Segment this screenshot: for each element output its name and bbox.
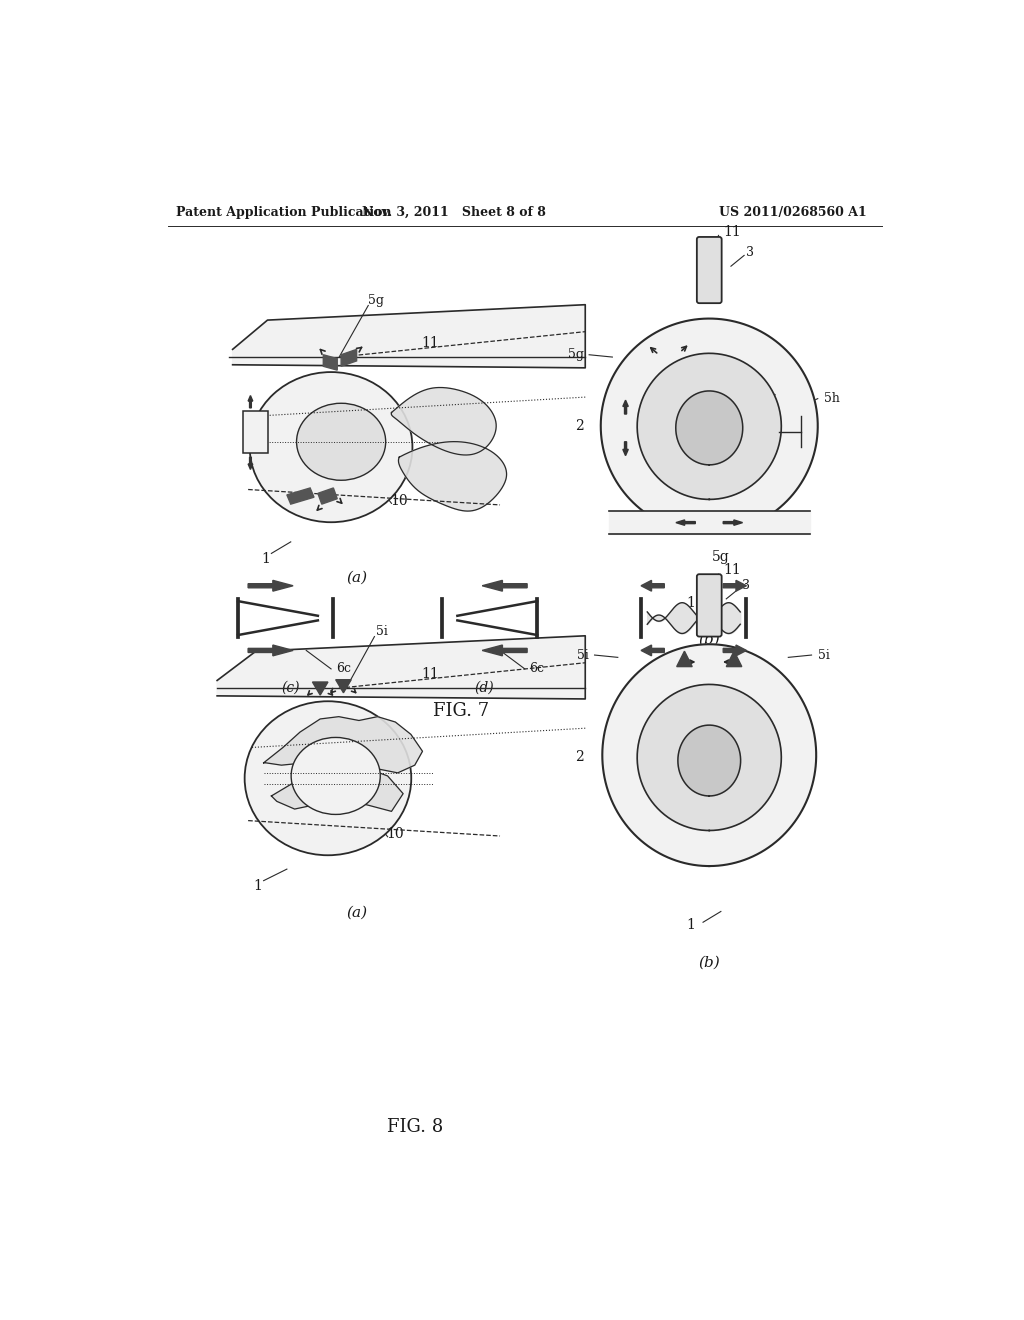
Polygon shape xyxy=(341,350,356,367)
Polygon shape xyxy=(391,388,497,455)
Text: 1: 1 xyxy=(686,597,695,610)
Text: 10: 10 xyxy=(387,828,404,841)
Ellipse shape xyxy=(297,404,386,480)
Text: (b): (b) xyxy=(698,956,720,970)
Text: (b): (b) xyxy=(698,632,720,647)
FancyArrow shape xyxy=(248,396,253,408)
Text: 3: 3 xyxy=(741,579,750,593)
Ellipse shape xyxy=(250,372,413,523)
Text: 5g: 5g xyxy=(567,348,584,362)
Polygon shape xyxy=(676,391,742,465)
FancyArrow shape xyxy=(723,645,746,656)
Polygon shape xyxy=(217,636,586,700)
Text: 6c: 6c xyxy=(529,663,545,676)
FancyArrow shape xyxy=(623,400,629,414)
FancyArrow shape xyxy=(482,645,527,656)
FancyArrow shape xyxy=(248,645,293,656)
Polygon shape xyxy=(637,354,781,499)
Text: 11: 11 xyxy=(421,337,439,350)
Ellipse shape xyxy=(291,738,380,814)
Ellipse shape xyxy=(245,701,412,855)
FancyArrow shape xyxy=(641,581,665,591)
Text: 11: 11 xyxy=(723,224,741,239)
Text: 5i: 5i xyxy=(578,648,589,661)
FancyArrow shape xyxy=(482,581,527,591)
Polygon shape xyxy=(232,305,586,368)
FancyArrow shape xyxy=(723,520,742,525)
FancyArrow shape xyxy=(248,581,293,591)
FancyBboxPatch shape xyxy=(697,574,722,636)
FancyArrow shape xyxy=(723,581,746,591)
Text: (c): (c) xyxy=(282,680,300,694)
Polygon shape xyxy=(608,511,810,535)
Text: 5g: 5g xyxy=(368,294,384,308)
Text: 2: 2 xyxy=(574,420,584,433)
Polygon shape xyxy=(398,442,507,511)
Text: (a): (a) xyxy=(346,906,368,920)
Text: (a): (a) xyxy=(346,572,368,585)
Polygon shape xyxy=(726,651,741,667)
Polygon shape xyxy=(324,355,337,370)
FancyArrow shape xyxy=(676,520,695,525)
Polygon shape xyxy=(677,651,692,667)
Polygon shape xyxy=(312,682,328,696)
Text: 6d: 6d xyxy=(738,663,755,676)
Text: Nov. 3, 2011   Sheet 8 of 8: Nov. 3, 2011 Sheet 8 of 8 xyxy=(361,206,546,219)
Text: 11: 11 xyxy=(723,564,741,577)
Polygon shape xyxy=(287,488,314,504)
FancyArrow shape xyxy=(248,457,253,470)
FancyBboxPatch shape xyxy=(697,238,722,304)
Text: 1: 1 xyxy=(261,552,270,566)
Text: 2: 2 xyxy=(574,751,584,764)
Text: 1: 1 xyxy=(254,879,262,894)
Text: (d): (d) xyxy=(475,680,495,694)
FancyArrow shape xyxy=(623,442,629,455)
FancyArrow shape xyxy=(641,645,665,656)
Text: FIG. 8: FIG. 8 xyxy=(387,1118,442,1137)
Text: 6c: 6c xyxy=(336,663,350,676)
Text: 11: 11 xyxy=(421,668,439,681)
Text: 5i: 5i xyxy=(818,648,829,661)
Text: 3: 3 xyxy=(746,246,755,259)
Polygon shape xyxy=(601,318,818,533)
Text: 1: 1 xyxy=(686,917,695,932)
Text: 10: 10 xyxy=(390,494,408,508)
Polygon shape xyxy=(336,680,351,693)
Polygon shape xyxy=(317,488,337,504)
Text: (e): (e) xyxy=(684,680,703,694)
Polygon shape xyxy=(263,717,423,774)
Text: 5h: 5h xyxy=(824,392,840,405)
Text: FIG. 7: FIG. 7 xyxy=(433,702,489,721)
Text: Patent Application Publication: Patent Application Publication xyxy=(176,206,391,219)
Text: US 2011/0268560 A1: US 2011/0268560 A1 xyxy=(719,206,866,219)
Bar xyxy=(243,411,267,453)
Polygon shape xyxy=(678,725,740,796)
Text: 5i: 5i xyxy=(376,626,388,639)
Text: 5g: 5g xyxy=(712,550,730,564)
Polygon shape xyxy=(602,644,816,866)
Polygon shape xyxy=(271,768,403,812)
Polygon shape xyxy=(637,685,781,830)
